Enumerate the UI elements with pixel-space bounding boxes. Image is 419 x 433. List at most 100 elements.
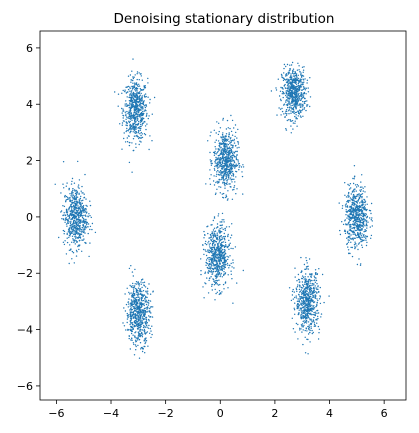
scatter-point bbox=[318, 328, 321, 330]
scatter-point bbox=[292, 128, 294, 130]
scatter-point bbox=[126, 141, 129, 143]
scatter-point bbox=[350, 212, 352, 214]
scatter-point bbox=[240, 166, 243, 168]
scatter-point bbox=[298, 90, 300, 92]
scatter-point bbox=[232, 178, 234, 180]
scatter-point bbox=[219, 244, 222, 246]
scatter-point bbox=[142, 113, 144, 116]
scatter-point bbox=[360, 201, 362, 203]
scatter-point bbox=[225, 152, 227, 155]
scatter-point bbox=[318, 268, 320, 270]
scatter-point bbox=[128, 115, 130, 118]
scatter-point bbox=[208, 257, 210, 259]
scatter-point bbox=[308, 294, 310, 296]
scatter-point bbox=[143, 331, 146, 333]
scatter-point bbox=[303, 307, 305, 309]
scatter-point bbox=[132, 95, 134, 97]
scatter-point bbox=[307, 265, 309, 267]
scatter-point bbox=[214, 235, 216, 238]
scatter-point bbox=[365, 230, 367, 232]
scatter-point bbox=[82, 231, 85, 234]
scatter-point bbox=[136, 104, 138, 107]
scatter-point bbox=[217, 169, 219, 172]
scatter-point bbox=[89, 200, 91, 202]
scatter-point bbox=[359, 233, 362, 235]
scatter-point bbox=[219, 221, 221, 223]
scatter-point bbox=[134, 100, 136, 102]
scatter-point bbox=[217, 275, 219, 277]
scatter-point bbox=[145, 332, 147, 334]
scatter-point bbox=[301, 304, 303, 307]
scatter-point bbox=[316, 298, 318, 300]
scatter-point bbox=[287, 119, 290, 121]
scatter-point bbox=[139, 297, 141, 299]
scatter-point bbox=[285, 75, 287, 77]
scatter-point bbox=[214, 260, 217, 262]
scatter-point bbox=[347, 246, 349, 248]
scatter-point bbox=[224, 164, 226, 167]
scatter-point bbox=[220, 166, 223, 168]
scatter-point bbox=[288, 91, 291, 93]
scatter-point bbox=[128, 107, 130, 109]
scatter-point bbox=[218, 181, 220, 183]
scatter-point bbox=[71, 195, 73, 197]
scatter-point bbox=[364, 200, 367, 202]
scatter-point bbox=[212, 253, 215, 256]
scatter-point bbox=[309, 319, 311, 321]
scatter-point bbox=[222, 140, 224, 143]
scatter-point bbox=[88, 255, 90, 258]
scatter-point bbox=[142, 296, 144, 298]
scatter-point bbox=[293, 105, 295, 108]
scatter-point bbox=[65, 211, 68, 213]
scatter-point bbox=[139, 321, 141, 323]
scatter-point bbox=[309, 290, 311, 293]
scatter-point bbox=[135, 128, 137, 130]
scatter-point bbox=[126, 96, 128, 98]
scatter-point bbox=[144, 325, 146, 328]
scatter-point bbox=[141, 297, 143, 299]
scatter-point bbox=[137, 92, 140, 95]
scatter-point bbox=[212, 246, 214, 249]
scatter-point bbox=[220, 137, 222, 139]
scatter-point bbox=[351, 217, 353, 219]
scatter-point bbox=[209, 257, 211, 259]
scatter-point bbox=[222, 119, 224, 121]
scatter-point bbox=[365, 209, 367, 212]
scatter-point bbox=[85, 198, 87, 200]
scatter-point bbox=[296, 286, 299, 288]
scatter-point bbox=[213, 252, 215, 254]
scatter-point bbox=[153, 96, 156, 99]
scatter-point bbox=[223, 256, 225, 258]
scatter-point bbox=[206, 266, 209, 269]
scatter-point bbox=[148, 299, 150, 302]
scatter-point bbox=[314, 285, 316, 287]
scatter-point bbox=[127, 75, 130, 77]
scatter-point bbox=[306, 313, 308, 315]
scatter-point bbox=[360, 263, 362, 265]
scatter-point bbox=[210, 174, 212, 176]
scatter-point bbox=[140, 321, 142, 324]
scatter-point bbox=[233, 142, 236, 144]
scatter-point bbox=[66, 222, 69, 224]
scatter-point bbox=[127, 117, 130, 119]
scatter-point bbox=[142, 348, 144, 350]
scatter-point bbox=[227, 175, 229, 177]
scatter-point bbox=[86, 223, 88, 226]
scatter-point bbox=[217, 239, 219, 241]
scatter-point bbox=[211, 267, 213, 270]
scatter-point bbox=[350, 216, 352, 219]
scatter-point bbox=[141, 312, 144, 314]
scatter-point bbox=[132, 122, 134, 125]
scatter-point bbox=[315, 305, 317, 308]
scatter-point bbox=[141, 329, 144, 331]
scatter-point bbox=[304, 294, 306, 296]
scatter-point bbox=[133, 85, 136, 88]
scatter-point bbox=[229, 138, 232, 140]
scatter-point bbox=[200, 270, 202, 272]
scatter-point bbox=[356, 234, 359, 236]
scatter-point bbox=[362, 203, 364, 205]
scatter-point bbox=[307, 268, 309, 270]
scatter-point bbox=[141, 322, 144, 324]
scatter-point bbox=[146, 310, 148, 313]
scatter-point bbox=[229, 161, 231, 163]
